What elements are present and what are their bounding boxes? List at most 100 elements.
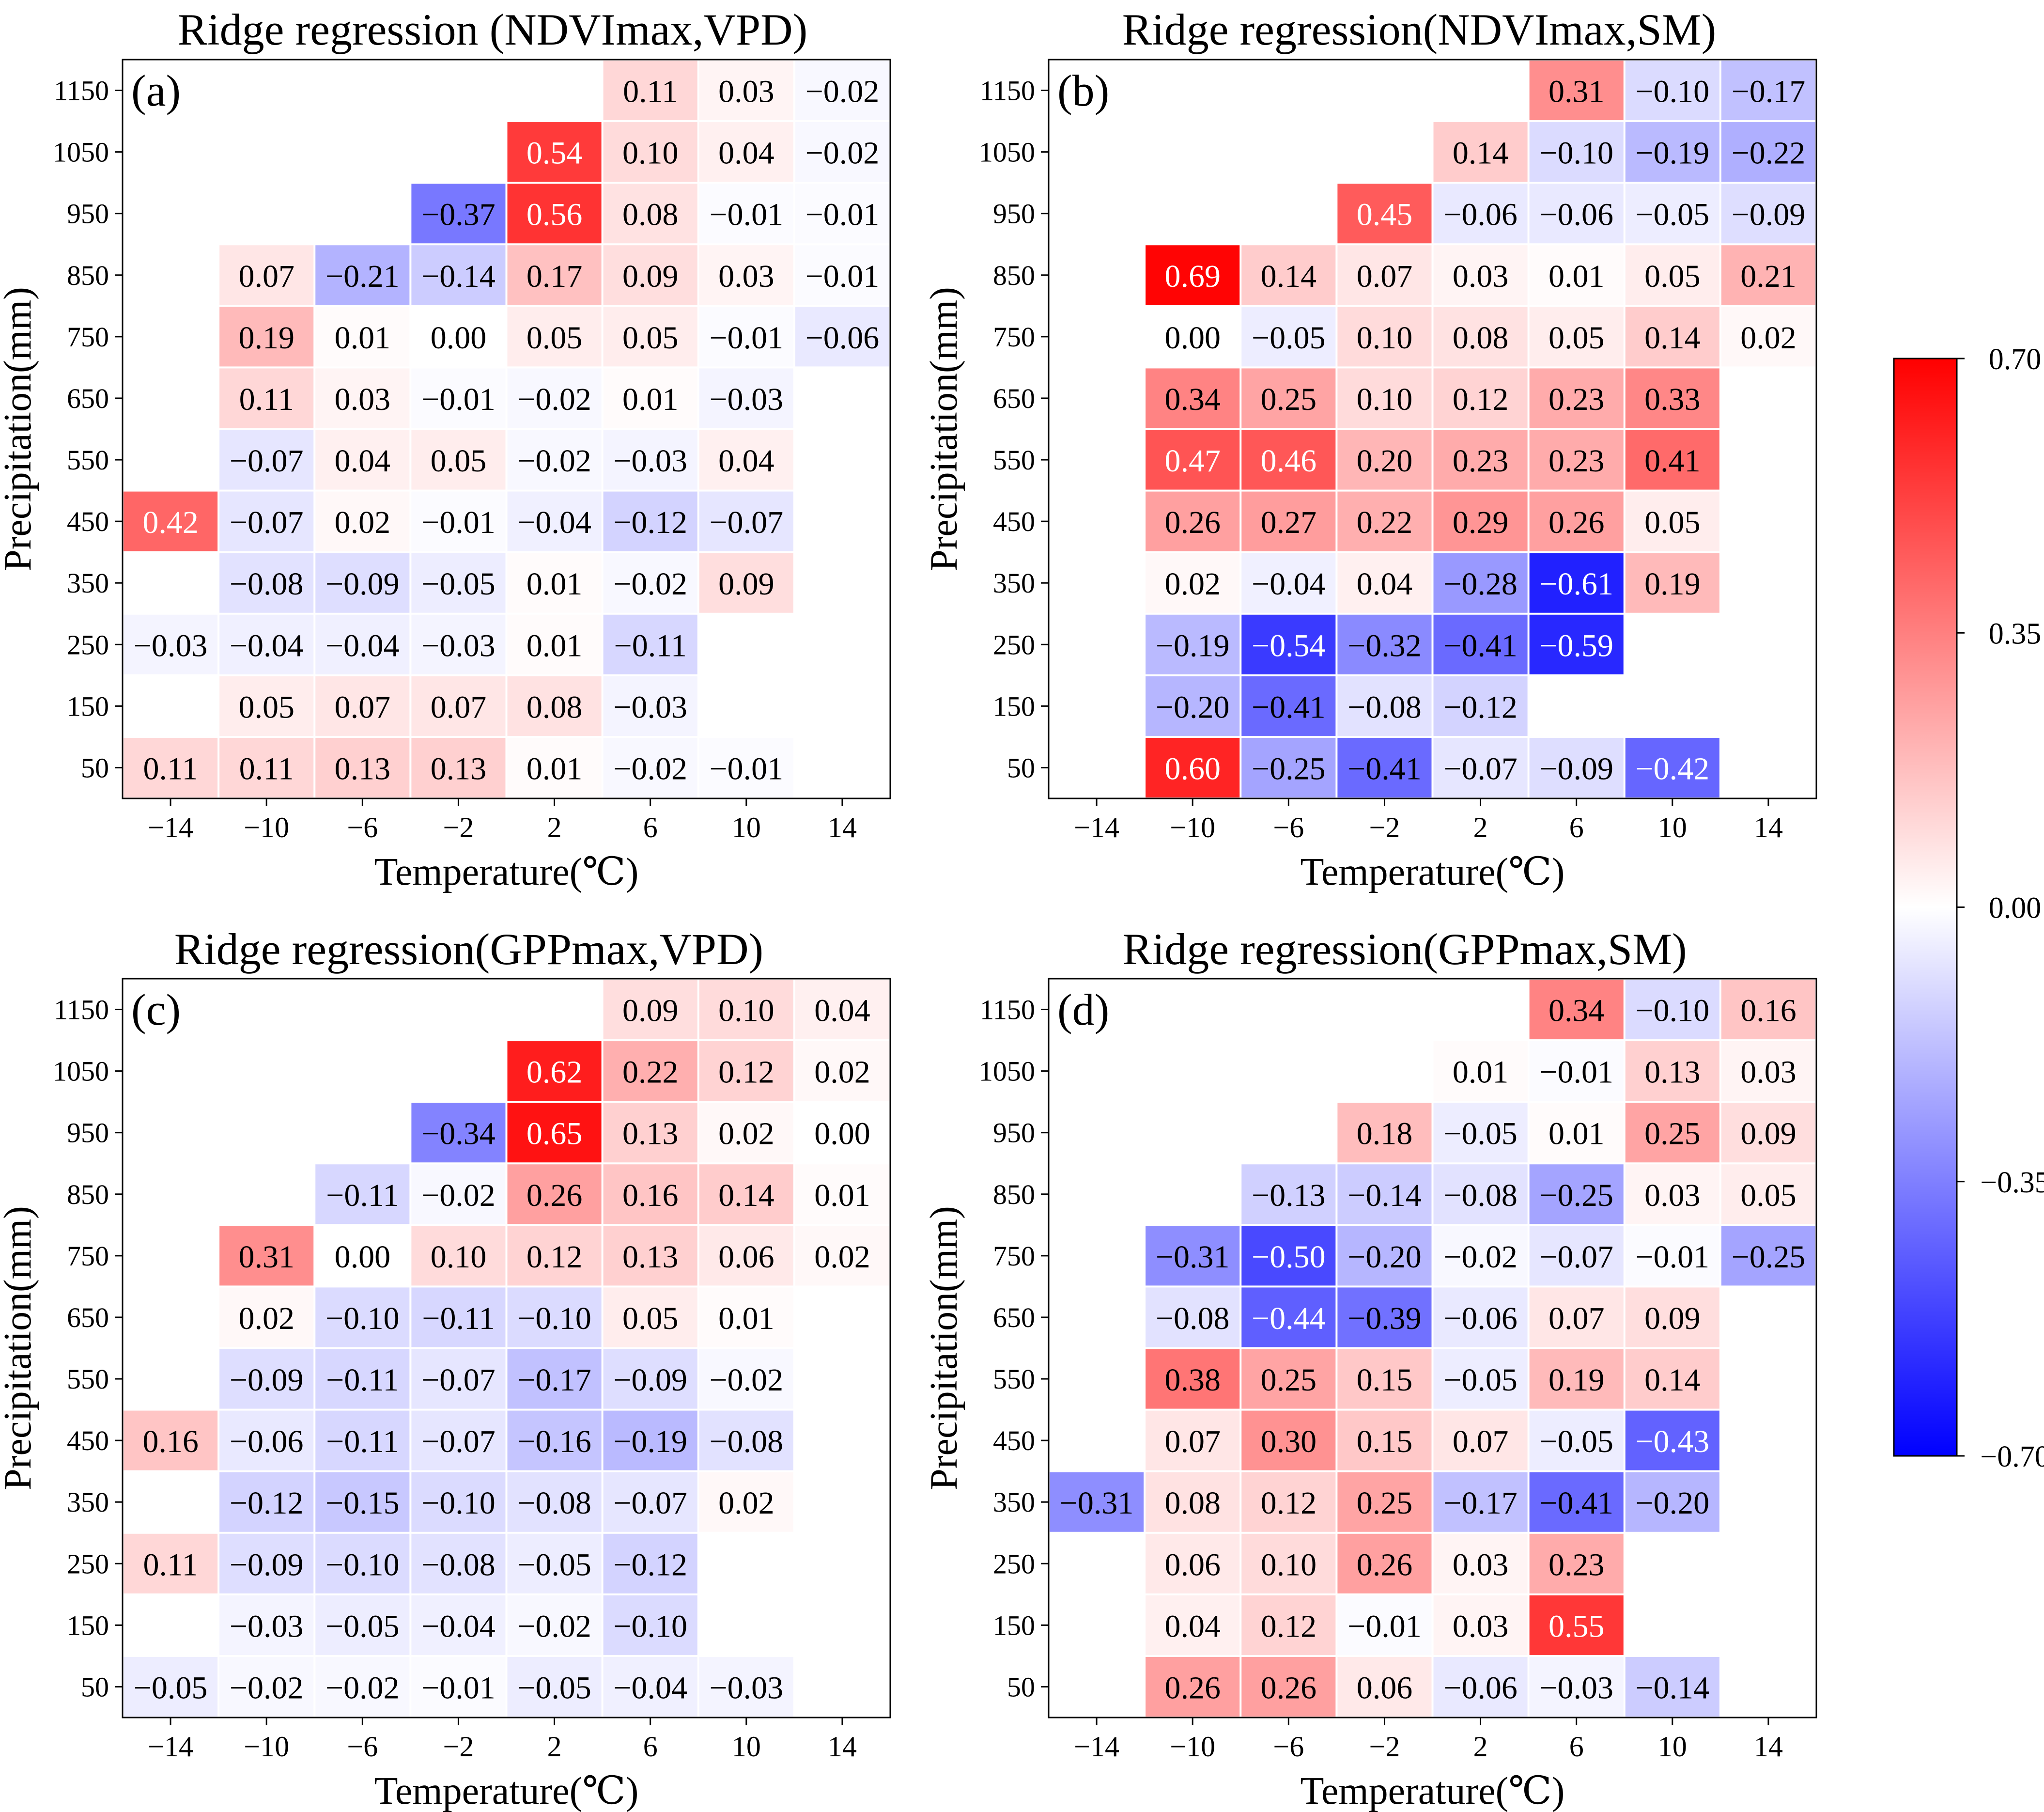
y-axis-label: Precipitation(mm) <box>923 1206 965 1490</box>
cell-value-label: 0.04 <box>718 136 774 171</box>
y-tick-label: 950 <box>993 1117 1035 1149</box>
cell-value-label: 0.03 <box>718 74 774 109</box>
x-tick-label: 14 <box>1754 1731 1783 1763</box>
cell-value-label: 0.05 <box>1644 505 1701 540</box>
y-axis-label: Precipitation(mm) <box>0 1206 39 1490</box>
heatmap-cell <box>1625 980 1719 1040</box>
heatmap-cell <box>1241 368 1336 428</box>
cell-value-label: 0.01 <box>718 1301 774 1336</box>
cell-value-label: 0.69 <box>1164 259 1221 294</box>
cell-value-label: −0.05 <box>1635 197 1709 233</box>
heatmap-cell <box>507 1041 602 1101</box>
heatmap-cells: −0.05 −0.02 −0.02 −0.01 −0.05 −0.04 −0.03 −0.03… <box>124 980 889 1717</box>
cell-value-label: 0.13 <box>1644 1055 1701 1090</box>
heatmap-cell <box>315 307 410 367</box>
y-tick-label: 450 <box>67 1425 109 1456</box>
heatmap-cell <box>1337 737 1432 797</box>
heatmap-cell <box>1146 1656 1240 1717</box>
cell-value-label: −0.20 <box>1347 1239 1422 1275</box>
heatmap-cell <box>699 553 793 613</box>
cell-value-label: −0.17 <box>517 1362 591 1398</box>
heatmap-cell <box>411 1656 506 1717</box>
heatmap-cell <box>1433 307 1528 367</box>
heatmap-cell <box>411 491 506 551</box>
heatmap-cell <box>315 430 410 490</box>
y-tick-label: 950 <box>993 198 1035 230</box>
y-tick-label: 650 <box>67 1302 109 1333</box>
heatmap-cell <box>1721 245 1815 305</box>
heatmap-cell <box>1433 1287 1528 1347</box>
heatmap-cell <box>1433 1533 1528 1593</box>
heatmap-cell <box>1433 1656 1528 1717</box>
cell-value-label: 0.07 <box>1164 1424 1221 1459</box>
heatmap-cell <box>411 184 506 244</box>
cell-value-label: −0.03 <box>709 1670 783 1705</box>
cell-value-label: −0.05 <box>1443 1362 1518 1398</box>
heatmap-cell <box>1241 614 1336 674</box>
cell-value-label: −0.17 <box>1732 74 1806 109</box>
cell-value-label: −0.19 <box>1635 136 1709 171</box>
heatmap-cell <box>1433 1349 1528 1409</box>
cell-value-label: −0.05 <box>517 1547 591 1582</box>
cell-value-label: −0.31 <box>1060 1485 1134 1521</box>
x-tick-label: 2 <box>547 812 562 844</box>
panel-label: (b) <box>1057 66 1109 115</box>
cell-value-label: −0.20 <box>1156 689 1230 725</box>
heatmap-cell <box>411 676 506 736</box>
heatmap-cell <box>1433 1410 1528 1470</box>
heatmap-cell <box>1337 553 1432 613</box>
cell-value-label: −0.41 <box>1443 628 1518 663</box>
cell-value-label: 0.41 <box>1644 443 1701 479</box>
cell-value-label: −0.10 <box>1635 993 1709 1029</box>
panel-label: (d) <box>1057 985 1109 1034</box>
cell-value-label: 0.34 <box>1548 993 1605 1029</box>
heatmap-cell <box>699 980 793 1040</box>
cell-value-label: 0.05 <box>1740 1178 1796 1213</box>
heatmap-cell <box>219 245 314 305</box>
heatmap-cell <box>795 61 889 121</box>
cell-value-label: −0.03 <box>134 628 208 663</box>
heatmap-cells: 0.11 0.11 0.13 0.13 0.01 −0.02 −0.01 0.05 0.07 0.… <box>124 61 889 797</box>
heatmap-cell <box>1146 553 1240 613</box>
cell-value-label: −0.22 <box>1732 136 1806 171</box>
heatmap-cell <box>1529 1041 1624 1101</box>
cell-value-label: −0.09 <box>230 1547 304 1582</box>
cell-value-label: −0.05 <box>1252 320 1326 356</box>
x-tick-label: 10 <box>732 1731 761 1763</box>
axes-frame <box>122 978 891 1718</box>
x-tick-label: 2 <box>1473 1731 1488 1763</box>
heatmap-cell <box>1241 676 1336 736</box>
cell-value-label: 0.14 <box>718 1178 774 1213</box>
cell-value-label: 0.12 <box>1261 1609 1317 1644</box>
heatmap-cell <box>1146 491 1240 551</box>
heatmap-cell <box>1433 737 1528 797</box>
heatmap-cell <box>507 307 602 367</box>
x-tick-label: −14 <box>1074 1731 1119 1763</box>
cell-value-label: 0.13 <box>335 751 391 786</box>
heatmap-cell <box>699 430 793 490</box>
x-tick-label: 14 <box>1754 812 1783 844</box>
cell-value-label: 0.01 <box>1453 1055 1509 1090</box>
cell-value-label: 0.01 <box>335 320 391 356</box>
heatmap-cell <box>1433 1103 1528 1163</box>
heatmap-cell <box>219 491 314 551</box>
heatmap-panel: Ridge regression(GPPmax,SM)0.26 0.26 0.06−… <box>923 924 1817 1812</box>
heatmap-cell <box>1625 1349 1719 1409</box>
cell-value-label: 0.46 <box>1261 443 1317 479</box>
heatmap-cell <box>1529 1103 1624 1163</box>
heatmap-cell <box>699 1164 793 1224</box>
cell-value-label: −0.41 <box>1252 689 1326 725</box>
cell-value-label: 0.16 <box>1740 993 1796 1029</box>
cell-value-label: 0.26 <box>1164 1670 1221 1705</box>
y-axis-label: Precipitation(mm) <box>923 287 965 571</box>
heatmap-cell <box>411 1287 506 1347</box>
cell-value-label: −0.01 <box>709 197 783 233</box>
heatmap-cell <box>1721 122 1815 182</box>
panel-label: (c) <box>131 985 181 1034</box>
y-tick-label: 550 <box>67 444 109 476</box>
cell-value-label: 0.08 <box>526 689 583 725</box>
heatmap-cell <box>603 553 697 613</box>
heatmap-cell <box>1241 1164 1336 1224</box>
cell-value-label: 0.23 <box>1548 1547 1605 1582</box>
